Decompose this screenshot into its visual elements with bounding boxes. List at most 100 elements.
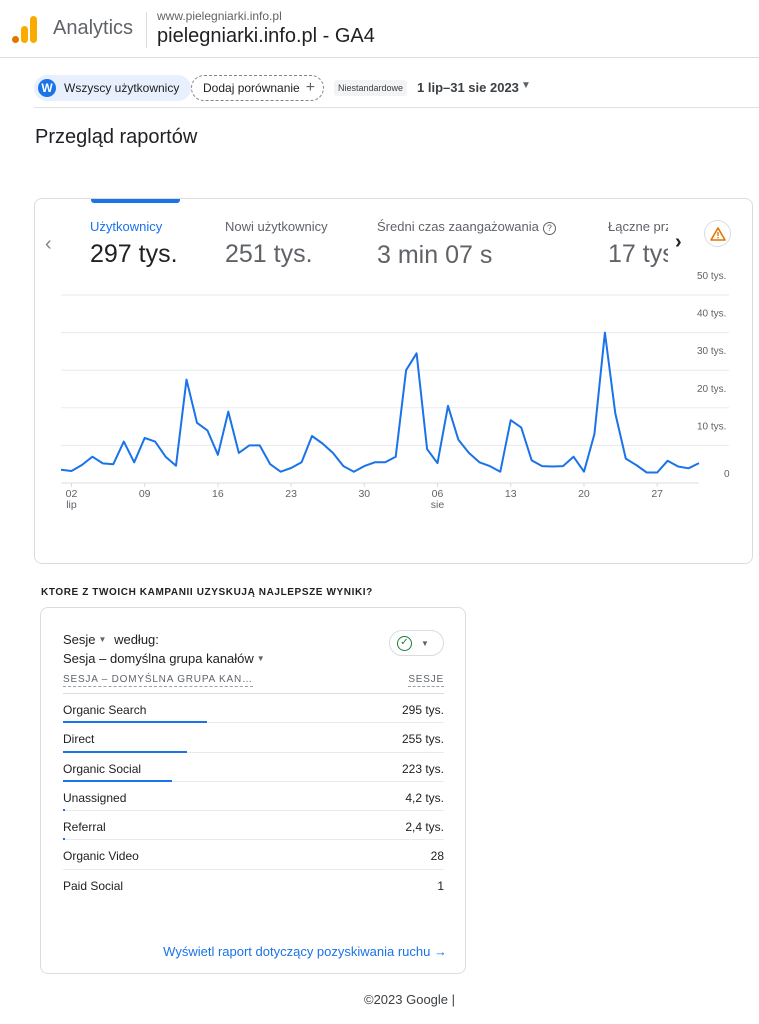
- x-tick-label: 23: [285, 488, 297, 500]
- table-row[interactable]: Paid Social 1: [63, 870, 444, 899]
- channel-name: Organic Social: [63, 761, 142, 776]
- top-app-bar: Analytics www.pielegniarki.info.pl piele…: [0, 0, 759, 58]
- add-comparison-label: Dodaj porównanie: [203, 81, 300, 95]
- dropdown-caret-icon: ▼: [256, 654, 265, 663]
- view-acquisition-report-link[interactable]: Wyświetl raport dotyczący pozyskiwania r…: [163, 944, 447, 959]
- metric-label: Średni czas zaangażowania: [377, 219, 539, 234]
- chevron-right-icon[interactable]: ›: [675, 231, 682, 253]
- metric-value: 251 tys.: [225, 240, 313, 268]
- account-url[interactable]: www.pielegniarki.info.pl: [157, 9, 282, 23]
- campaigns-section-title: KTORE Z TWOICH KAMPANII UZYSKUJĄ NAJLEPS…: [41, 587, 373, 598]
- help-icon[interactable]: ?: [542, 222, 556, 235]
- check-circle-icon: ✓: [397, 635, 412, 651]
- table-row[interactable]: Unassigned 4,2 tys.: [63, 782, 444, 812]
- segment-chip-all-users[interactable]: W Wszyscy użytkownicy: [34, 75, 192, 101]
- metric-tab-new-users[interactable]: Nowi użytkownicy 251 tys.: [225, 219, 328, 269]
- sessions-value: 223 tys.: [401, 761, 444, 776]
- channel-name: Paid Social: [63, 878, 124, 893]
- table-row[interactable]: Organic Social 223 tys.: [63, 753, 444, 782]
- sessions-value: 255 tys.: [401, 732, 444, 747]
- metric-value: 17 tys.: [608, 240, 668, 268]
- metric-label: Nowi użytkownicy: [225, 219, 328, 234]
- date-preset-tag: Niestandardowe: [334, 80, 408, 96]
- filter-divider: [34, 107, 759, 108]
- metric-tab-engagement-time[interactable]: Średni czas zaangażowania? 3 min 07 s: [377, 219, 556, 270]
- sessions-value: 2,4 tys.: [405, 820, 444, 835]
- header-divider: [146, 12, 147, 48]
- analytics-logo-icon[interactable]: [12, 15, 38, 43]
- share-bar: [63, 838, 65, 841]
- column-header-sessions[interactable]: SESJE: [408, 674, 444, 687]
- share-bar: [63, 809, 66, 812]
- x-tick-label: 30: [358, 488, 370, 500]
- y-tick-label: 10 tys.: [697, 421, 726, 432]
- x-tick-label: 20: [578, 488, 590, 500]
- dimension-selector-label: Sesja – domyślna grupa kanałów: [63, 651, 254, 666]
- table-row[interactable]: Organic Video 28: [63, 840, 444, 870]
- property-selector[interactable]: pielegniarki.info.pl - GA4: [157, 25, 375, 47]
- column-header-dimension[interactable]: SESJA – DOMYŚLNA GRUPA KAN…: [63, 674, 253, 687]
- table-row[interactable]: Organic Search 295 tys.: [63, 694, 444, 724]
- users-line-chart[interactable]: 50 tys. 40 tys. 30 tys. 20 tys. 10 tys. 0 02li…: [35, 199, 753, 564]
- x-tick-label: 06: [432, 488, 444, 500]
- metric-value: 3 min 07 s: [377, 241, 493, 269]
- share-bar: [63, 750, 188, 753]
- sessions-value: 28: [430, 849, 444, 864]
- channel-table: Organic Search 295 tys. Direct 255 tys. Orga…: [63, 694, 444, 899]
- sessions-value: 4,2 tys.: [405, 790, 444, 805]
- date-range-caret-icon[interactable]: ▼: [521, 80, 531, 91]
- segment-avatar: W: [38, 79, 56, 97]
- data-quality-menu[interactable]: ✓ ▼: [389, 630, 444, 656]
- channel-name: Organic Search: [63, 703, 147, 717]
- date-range-picker[interactable]: 1 lip–31 sie 2023: [417, 80, 519, 95]
- chevron-left-icon[interactable]: ‹: [45, 233, 52, 255]
- y-tick-label: 0: [724, 469, 730, 480]
- x-tick-label: 27: [651, 488, 663, 500]
- dropdown-caret-icon: ▼: [98, 635, 107, 644]
- sessions-value: 1: [437, 878, 444, 893]
- metric-selector[interactable]: Sesje ▼ według:: [63, 632, 159, 647]
- channel-name: Unassigned: [63, 790, 127, 805]
- metric-tab-users[interactable]: Użytkownicy 297 tys.: [90, 219, 178, 269]
- share-bar: [63, 779, 172, 782]
- metric-label: Użytkownicy: [90, 219, 163, 234]
- channel-name: Direct: [63, 732, 95, 747]
- metric-label-wrap: Średni czas zaangażowania?: [377, 219, 556, 235]
- y-tick-label: 20 tys.: [697, 384, 726, 395]
- table-header: SESJA – DOMYŚLNA GRUPA KAN… SESJE: [63, 674, 444, 694]
- metric-label: Łączne przychody: [608, 219, 668, 234]
- dimension-selector[interactable]: Sesja – domyślna grupa kanałów ▼: [63, 651, 265, 666]
- x-tick-label: 02: [66, 488, 78, 500]
- table-row[interactable]: Direct 255 tys.: [63, 723, 444, 753]
- segment-label: Wszyscy użytkownicy: [64, 81, 180, 95]
- filter-bar: W Wszyscy użytkownicy Dodaj porównanie +…: [34, 75, 734, 101]
- share-bar: [63, 721, 207, 724]
- channel-name: Referral: [63, 820, 106, 835]
- table-row[interactable]: Referral 2,4 tys.: [63, 811, 444, 841]
- warning-icon[interactable]: [704, 220, 731, 247]
- x-tick-sublabel: lip: [66, 499, 77, 511]
- x-tick-label: 13: [505, 488, 517, 500]
- overview-card: ‹ Użytkownicy 297 tys. Nowi użytkownicy …: [34, 198, 753, 564]
- metric-value: 297 tys.: [90, 240, 178, 268]
- metric-selector-label: Sesje: [63, 632, 96, 647]
- x-tick-sublabel: sie: [431, 499, 445, 511]
- metric-tab-total-revenue[interactable]: Łączne przychody 17 tys.: [608, 219, 668, 269]
- add-comparison-button[interactable]: Dodaj porównanie +: [191, 75, 325, 101]
- dropdown-caret-icon: ▼: [421, 638, 429, 648]
- y-tick-label: 50 tys.: [697, 271, 726, 282]
- active-tab-indicator: [91, 199, 180, 203]
- plus-icon: +: [305, 79, 316, 96]
- app-name[interactable]: Analytics: [53, 17, 134, 39]
- sessions-value: 295 tys.: [401, 703, 444, 717]
- channel-name: Organic Video: [63, 849, 139, 864]
- campaigns-card: Sesje ▼ według: Sesja – domyślna grupa ka…: [40, 607, 466, 974]
- x-tick-label: 09: [139, 488, 151, 500]
- by-label: według:: [114, 632, 159, 647]
- series-line-users[interactable]: [60, 331, 700, 474]
- x-tick-label: 16: [212, 488, 224, 500]
- footer-copyright: ©2023 Google |: [364, 992, 456, 1007]
- page-title: Przegląd raportów: [35, 126, 198, 148]
- y-tick-label: 30 tys.: [697, 346, 726, 357]
- y-tick-label: 40 tys.: [697, 309, 726, 320]
